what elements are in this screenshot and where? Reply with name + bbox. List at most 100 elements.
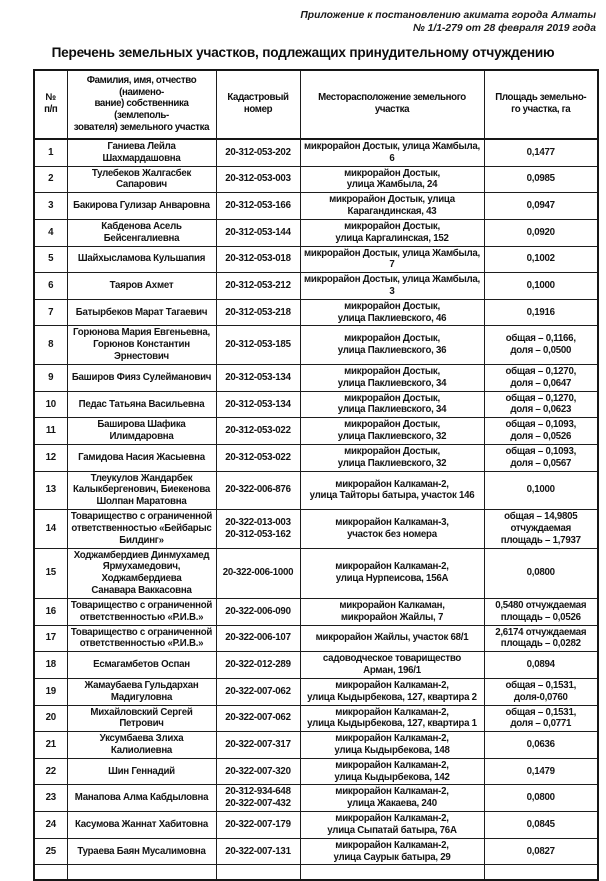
cell-num bbox=[33, 864, 68, 881]
cell-area: 0,0894 bbox=[483, 651, 599, 679]
document-page: { "page": { "annotation_line1": "Приложе… bbox=[0, 9, 606, 881]
cell-area: общая – 0,1531, доля – 0,0771 bbox=[483, 704, 599, 733]
cell-cadastral: 20-312-053-218 bbox=[215, 298, 301, 327]
cell-location: микрорайон Достык, улица Паклиевского, 3… bbox=[299, 390, 485, 419]
cell-location: микрорайон Калкаман-2, улица Сыпатай бат… bbox=[299, 811, 485, 839]
table-row: 15 Ходжамбердиев Динмухамед Ярмухамедови… bbox=[33, 547, 599, 599]
cell-num: 13 bbox=[33, 470, 68, 511]
cell-area: общая – 0,1270, доля – 0,0647 bbox=[483, 363, 599, 392]
cell-cadastral: 20-322-006-876 bbox=[215, 470, 301, 511]
table-row: 8 Горюнова Мария Евгеньевна, Горюнов Кон… bbox=[33, 325, 599, 365]
cell-num: 8 bbox=[33, 325, 68, 365]
cell-owner: Манапова Алма Кабдыловна bbox=[66, 784, 217, 813]
cell-location: микрорайон Достык, улица Паклиевского, 3… bbox=[299, 325, 485, 365]
cell-num: 3 bbox=[33, 192, 68, 220]
cell-location: микрорайон Жайлы, участок 68/1 bbox=[299, 624, 485, 653]
table-row: 16 Товарищество с ограниченной ответстве… bbox=[33, 597, 599, 626]
table-row: 19 Жамаубаева Гульдархан Мадигуловна 20-… bbox=[33, 677, 599, 706]
cell-num: 23 bbox=[33, 784, 68, 813]
table-row: 10 Педас Татьяна Васильевна 20-312-053-1… bbox=[33, 390, 599, 419]
cell-cadastral: 20-322-012-289 bbox=[215, 651, 301, 679]
cell-owner: Тулебеков Жалгасбек Сапарович bbox=[66, 165, 217, 194]
cell-num: 25 bbox=[33, 837, 68, 866]
annotation-line-1: Приложение к постановлению акимата город… bbox=[300, 10, 596, 21]
table-body: 1 Ганиева Лейла Шахмардашовна 20-312-053… bbox=[33, 138, 599, 881]
cell-owner: Горюнова Мария Евгеньевна, Горюнов Конст… bbox=[66, 325, 217, 365]
cell-owner bbox=[66, 864, 217, 881]
land-plots-table: № п/п Фамилия, имя, отчество (наимено- в… bbox=[33, 68, 599, 881]
cell-cadastral: 20-322-006-107 bbox=[215, 624, 301, 653]
cell-cadastral: 20-322-007-317 bbox=[215, 731, 301, 759]
cell-area: 0,0636 bbox=[483, 731, 599, 759]
cell-cadastral: 20-322-007-179 bbox=[215, 811, 301, 839]
cell-cadastral: 20-322-007-062 bbox=[215, 704, 301, 733]
table-row: 2 Тулебеков Жалгасбек Сапарович 20-312-0… bbox=[33, 165, 599, 194]
cell-area: общая – 14,9805 отчуждаемая площадь – 1,… bbox=[483, 509, 599, 549]
cell-location: микрорайон Достык, улица Карагандинская,… bbox=[299, 192, 485, 220]
table-row: 12 Гамидова Насия Жасыевна 20-312-053-02… bbox=[33, 443, 599, 472]
cell-num: 4 bbox=[33, 218, 68, 247]
cell-num: 9 bbox=[33, 363, 68, 392]
cell-area: 0,0800 bbox=[483, 547, 599, 599]
table-row-partial bbox=[33, 864, 599, 881]
cell-owner: Товарищество с ограниченной ответственно… bbox=[66, 597, 217, 626]
header-cadastral: Кадастровый номер bbox=[215, 69, 301, 140]
cell-owner: Бакирова Гулизар Анваровна bbox=[66, 192, 217, 220]
table-row: 20 Михайловский Сергей Петрович 20-322-0… bbox=[33, 704, 599, 733]
table-row: 21 Уксумбаева Злиха Калиолиевна 20-322-0… bbox=[33, 731, 599, 759]
table-row: 25 Тураева Баян Мусалимовна 20-322-007-1… bbox=[33, 837, 599, 866]
table-row: 9 Баширов Фияз Сулейманович 20-312-053-1… bbox=[33, 363, 599, 392]
cell-area: общая – 0,1531, доля-0,0760 bbox=[483, 677, 599, 706]
cell-num: 21 bbox=[33, 731, 68, 759]
table-header-row: № п/п Фамилия, имя, отчество (наимено- в… bbox=[33, 69, 599, 140]
cell-num: 22 bbox=[33, 757, 68, 786]
cell-cadastral: 20-322-007-320 bbox=[215, 757, 301, 786]
cell-num: 20 bbox=[33, 704, 68, 733]
cell-cadastral: 20-312-053-022 bbox=[215, 417, 301, 445]
cell-num: 19 bbox=[33, 677, 68, 706]
cell-location: микрорайон Достык, улица Жамбыла, 3 bbox=[299, 272, 485, 300]
header-owner: Фамилия, имя, отчество (наимено- вание) … bbox=[66, 69, 217, 140]
cell-area: 0,0947 bbox=[483, 192, 599, 220]
cell-num: 1 bbox=[33, 138, 68, 167]
table-row: 11 Баширова Шафика Илимдаровна 20-312-05… bbox=[33, 417, 599, 445]
cell-num: 6 bbox=[33, 272, 68, 300]
cell-location bbox=[299, 864, 485, 881]
page-title: Перечень земельных участков, подлежащих … bbox=[51, 44, 555, 60]
cell-owner: Тлеукулов Жандарбек Калыкбергенович, Бие… bbox=[66, 470, 217, 511]
header-location: Месторасположение земельного участка bbox=[299, 69, 485, 140]
table-row: 5 Шайхысламова Кульшапия 20-312-053-018 … bbox=[33, 245, 599, 274]
cell-cadastral: 20-312-053-018 bbox=[215, 245, 301, 274]
cell-owner: Есмагамбетов Оспан bbox=[66, 651, 217, 679]
table-row: 6 Таяров Ахмет 20-312-053-212 микрорайон… bbox=[33, 272, 599, 300]
cell-cadastral: 20-312-053-003 bbox=[215, 165, 301, 194]
cell-owner: Баширова Шафика Илимдаровна bbox=[66, 417, 217, 445]
cell-owner: Товарищество с ограниченной ответственно… bbox=[66, 509, 217, 549]
cell-location: микрорайон Достык, улица Жамбыла, 24 bbox=[299, 165, 485, 194]
table-row: 17 Товарищество с ограниченной ответстве… bbox=[33, 624, 599, 653]
table-row: 1 Ганиева Лейла Шахмардашовна 20-312-053… bbox=[33, 138, 599, 167]
table-header: № п/п Фамилия, имя, отчество (наимено- в… bbox=[33, 69, 599, 140]
cell-area: 0,5480 отчуждаемая площадь – 0,0526 bbox=[483, 597, 599, 626]
cell-num: 10 bbox=[33, 390, 68, 419]
cell-cadastral: 20-312-053-134 bbox=[215, 390, 301, 419]
cell-area: 0,1479 bbox=[483, 757, 599, 786]
table-row: 13 Тлеукулов Жандарбек Калыкбергенович, … bbox=[33, 470, 599, 511]
annotation-line-2: № 1/1-279 от 28 февраля 2019 года bbox=[413, 23, 596, 35]
table-row: 18 Есмагамбетов Оспан 20-322-012-289 сад… bbox=[33, 651, 599, 679]
cell-num: 5 bbox=[33, 245, 68, 274]
cell-num: 12 bbox=[33, 443, 68, 472]
cell-owner: Кабденова Асель Бейсенгалиевна bbox=[66, 218, 217, 247]
cell-cadastral: 20-322-006-1000 bbox=[215, 547, 301, 599]
cell-cadastral: 20-322-007-062 bbox=[215, 677, 301, 706]
cell-area: общая – 0,1166, доля – 0,0500 bbox=[483, 325, 599, 365]
cell-owner: Таяров Ахмет bbox=[66, 272, 217, 300]
cell-location: микрорайон Достык, улица Жамбыла, 7 bbox=[299, 245, 485, 274]
cell-owner: Касумова Жаннат Хабитовна bbox=[66, 811, 217, 839]
cell-location: микрорайон Достык, улица Паклиевского, 3… bbox=[299, 417, 485, 445]
cell-cadastral: 20-312-053-185 bbox=[215, 325, 301, 365]
cell-cadastral: 20-322-006-090 bbox=[215, 597, 301, 626]
cell-location: микрорайон Калкаман-2, улица Кыдырбекова… bbox=[299, 704, 485, 733]
cell-area: 0,1477 bbox=[483, 138, 599, 167]
cell-cadastral: 20-312-053-202 bbox=[215, 138, 301, 167]
